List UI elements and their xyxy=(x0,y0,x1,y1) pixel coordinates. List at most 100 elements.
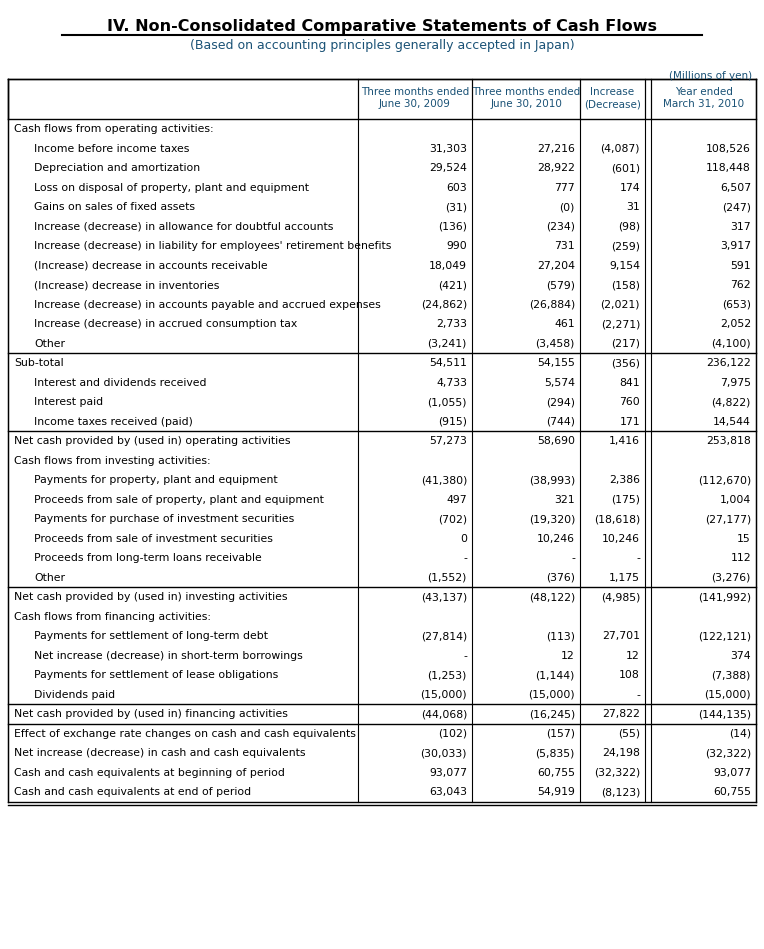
Text: Other: Other xyxy=(34,572,65,583)
Text: 236,122: 236,122 xyxy=(706,358,751,368)
Text: 374: 374 xyxy=(730,651,751,661)
Text: 31,303: 31,303 xyxy=(429,143,467,154)
Text: Other: Other xyxy=(34,339,65,348)
Text: (3,241): (3,241) xyxy=(428,339,467,348)
Text: 58,690: 58,690 xyxy=(537,437,575,446)
Text: 10,246: 10,246 xyxy=(537,533,575,544)
Text: 253,818: 253,818 xyxy=(706,437,751,446)
Text: 112: 112 xyxy=(730,553,751,563)
Text: 57,273: 57,273 xyxy=(429,437,467,446)
Text: -: - xyxy=(636,553,640,563)
Text: 27,822: 27,822 xyxy=(602,709,640,719)
Text: 6,507: 6,507 xyxy=(720,182,751,193)
Text: Cash flows from investing activities:: Cash flows from investing activities: xyxy=(14,456,211,466)
Text: 27,701: 27,701 xyxy=(602,631,640,642)
Text: Cash and cash equivalents at end of period: Cash and cash equivalents at end of peri… xyxy=(14,787,251,797)
Text: (30,033): (30,033) xyxy=(420,748,467,758)
Text: Net increase (decrease) in cash and cash equivalents: Net increase (decrease) in cash and cash… xyxy=(14,748,306,758)
Text: 18,049: 18,049 xyxy=(429,261,467,270)
Text: -: - xyxy=(463,553,467,563)
Text: Effect of exchange rate changes on cash and cash equivalents: Effect of exchange rate changes on cash … xyxy=(14,729,356,738)
Text: Increase (decrease) in liability for employees' retirement benefits: Increase (decrease) in liability for emp… xyxy=(34,241,391,251)
Text: 7,975: 7,975 xyxy=(720,378,751,387)
Text: Depreciation and amortization: Depreciation and amortization xyxy=(34,163,200,173)
Text: (744): (744) xyxy=(546,417,575,427)
Text: (915): (915) xyxy=(438,417,467,427)
Text: (1,253): (1,253) xyxy=(428,670,467,680)
Text: (376): (376) xyxy=(546,572,575,583)
Text: 14,544: 14,544 xyxy=(713,417,751,427)
Text: (4,985): (4,985) xyxy=(601,592,640,602)
Text: (27,177): (27,177) xyxy=(704,514,751,524)
Text: (19,320): (19,320) xyxy=(529,514,575,524)
Text: (55): (55) xyxy=(618,729,640,738)
Text: 12: 12 xyxy=(562,651,575,661)
Text: (24,862): (24,862) xyxy=(421,300,467,309)
Text: (1,055): (1,055) xyxy=(428,397,467,407)
Text: Cash flows from operating activities:: Cash flows from operating activities: xyxy=(14,124,214,134)
Text: (Increase) decrease in accounts receivable: (Increase) decrease in accounts receivab… xyxy=(34,261,267,270)
Text: 29,524: 29,524 xyxy=(429,163,467,173)
Text: (15,000): (15,000) xyxy=(704,690,751,699)
Text: (44,068): (44,068) xyxy=(421,709,467,719)
Text: 5,574: 5,574 xyxy=(544,378,575,387)
Text: 28,922: 28,922 xyxy=(537,163,575,173)
Text: 497: 497 xyxy=(446,494,467,505)
Text: Net increase (decrease) in short-term borrowings: Net increase (decrease) in short-term bo… xyxy=(34,651,303,661)
Text: (32,322): (32,322) xyxy=(704,748,751,758)
Text: IV. Non-Consolidated Comparative Statements of Cash Flows: IV. Non-Consolidated Comparative Stateme… xyxy=(107,19,657,34)
Text: (1,552): (1,552) xyxy=(428,572,467,583)
Text: Three months ended: Three months ended xyxy=(472,87,580,97)
Text: 118,448: 118,448 xyxy=(706,163,751,173)
Text: 15: 15 xyxy=(737,533,751,544)
Text: Cash flows from financing activities:: Cash flows from financing activities: xyxy=(14,612,211,622)
Text: Income before income taxes: Income before income taxes xyxy=(34,143,189,154)
Text: 93,077: 93,077 xyxy=(429,768,467,777)
Text: March 31, 2010: March 31, 2010 xyxy=(663,99,744,109)
Text: (653): (653) xyxy=(722,300,751,309)
Text: (234): (234) xyxy=(546,222,575,232)
Text: (18,618): (18,618) xyxy=(594,514,640,524)
Text: (3,276): (3,276) xyxy=(711,572,751,583)
Text: Year ended: Year ended xyxy=(675,87,733,97)
Text: 60,755: 60,755 xyxy=(537,768,575,777)
Text: (702): (702) xyxy=(438,514,467,524)
Text: (601): (601) xyxy=(611,163,640,173)
Text: 2,386: 2,386 xyxy=(609,475,640,485)
Text: 108,526: 108,526 xyxy=(706,143,751,154)
Text: 2,052: 2,052 xyxy=(720,319,751,329)
Text: (15,000): (15,000) xyxy=(529,690,575,699)
Text: (144,135): (144,135) xyxy=(698,709,751,719)
Text: (32,322): (32,322) xyxy=(594,768,640,777)
Text: 108: 108 xyxy=(620,670,640,680)
Text: 174: 174 xyxy=(620,182,640,193)
Text: June 30, 2010: June 30, 2010 xyxy=(490,99,562,109)
Text: (2,021): (2,021) xyxy=(601,300,640,309)
Text: 2,733: 2,733 xyxy=(436,319,467,329)
Text: 9,154: 9,154 xyxy=(609,261,640,270)
Text: Proceeds from sale of investment securities: Proceeds from sale of investment securit… xyxy=(34,533,273,544)
Text: 171: 171 xyxy=(620,417,640,427)
Text: 12: 12 xyxy=(626,651,640,661)
Text: 1,004: 1,004 xyxy=(720,494,751,505)
Text: (112,670): (112,670) xyxy=(698,475,751,485)
Text: (Increase) decrease in inventories: (Increase) decrease in inventories xyxy=(34,280,219,290)
Text: Proceeds from sale of property, plant and equipment: Proceeds from sale of property, plant an… xyxy=(34,494,324,505)
Text: (38,993): (38,993) xyxy=(529,475,575,485)
Text: (14): (14) xyxy=(729,729,751,738)
Text: 762: 762 xyxy=(730,280,751,290)
Text: (41,380): (41,380) xyxy=(421,475,467,485)
Text: Sub-total: Sub-total xyxy=(14,358,63,368)
Text: (4,100): (4,100) xyxy=(711,339,751,348)
Text: 0: 0 xyxy=(460,533,467,544)
Text: 63,043: 63,043 xyxy=(429,787,467,797)
Text: (16,245): (16,245) xyxy=(529,709,575,719)
Text: (15,000): (15,000) xyxy=(420,690,467,699)
Text: (0): (0) xyxy=(559,202,575,213)
Text: (294): (294) xyxy=(546,397,575,407)
Text: 1,175: 1,175 xyxy=(609,572,640,583)
Text: Loss on disposal of property, plant and equipment: Loss on disposal of property, plant and … xyxy=(34,182,309,193)
Text: -: - xyxy=(636,690,640,699)
Text: (421): (421) xyxy=(438,280,467,290)
Text: (43,137): (43,137) xyxy=(421,592,467,602)
